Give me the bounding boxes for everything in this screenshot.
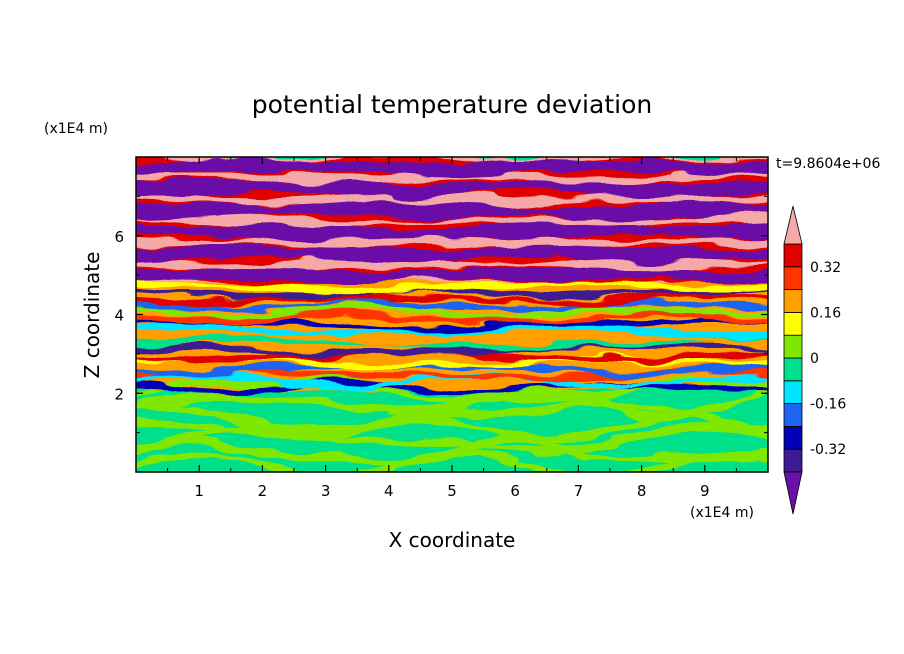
y-tick-label: 2 — [114, 385, 124, 403]
x-tick-labels: 1 2 3 4 5 6 7 8 9 — [194, 482, 709, 500]
contour-band — [136, 266, 768, 285]
colorbar-segment — [783, 243, 803, 268]
contour-band — [136, 334, 768, 352]
x-tick-label: 8 — [637, 482, 647, 500]
contour-band — [136, 434, 768, 468]
y-unit-label: (x1E4 m) — [44, 121, 108, 137]
colorbar — [783, 205, 803, 515]
colorbar-segment — [783, 380, 803, 404]
contour-band — [136, 362, 768, 377]
contour-layers — [136, 157, 768, 472]
colorbar-segment — [783, 266, 803, 290]
colorbar-under-arrow — [783, 471, 803, 515]
contour-band — [136, 367, 768, 382]
colorbar-segment — [783, 311, 803, 336]
colorbar-tick-label: 0.16 — [810, 305, 841, 321]
colorbar-segment — [783, 334, 803, 359]
contour-band — [136, 317, 768, 332]
contour-band — [136, 200, 768, 221]
chart-title: potential temperature deviation — [252, 90, 652, 119]
x-axis-label: X coordinate — [389, 528, 516, 552]
contour-band — [136, 388, 768, 422]
contour-band — [136, 348, 768, 364]
contour-band — [136, 157, 768, 177]
colorbar-segment — [783, 289, 803, 313]
x-tick-label: 4 — [384, 482, 394, 500]
x-tick-label: 3 — [321, 482, 331, 500]
colorbar-segment — [783, 425, 803, 450]
contour-band — [136, 290, 768, 307]
x-tick-label: 5 — [447, 482, 457, 500]
contour-band — [136, 286, 768, 301]
y-tick-label: 6 — [114, 228, 124, 246]
contour-band — [136, 303, 768, 319]
y-tick-labels: 2 4 6 — [114, 228, 124, 404]
contour-band — [136, 222, 768, 240]
y-tick-label: 4 — [114, 307, 124, 325]
colorbar-segment — [783, 403, 803, 427]
contour-band — [136, 278, 768, 295]
x-tick-label: 1 — [194, 482, 204, 500]
time-label: t=9.8604e+06 — [776, 156, 880, 172]
colorbar-labels: 0.32 0.16 0 -0.16 -0.32 — [810, 260, 846, 458]
colorbar-tick-label: 0 — [810, 351, 819, 367]
colorbar-over-arrow — [783, 205, 803, 245]
colorbar-tick-label: -0.32 — [810, 442, 846, 458]
colorbar-segment — [783, 357, 803, 382]
contour-band — [136, 373, 768, 390]
axis-ticks — [136, 157, 768, 472]
colorbar-tick-label: -0.16 — [810, 397, 846, 413]
x-tick-label: 6 — [510, 482, 520, 500]
y-axis-label: Z coordinate — [80, 252, 104, 379]
x-tick-label: 2 — [258, 482, 268, 500]
x-unit-label: (x1E4 m) — [690, 505, 754, 521]
x-tick-label: 9 — [700, 482, 710, 500]
plot-area — [135, 156, 769, 473]
colorbar-tick-label: 0.32 — [810, 260, 841, 276]
x-tick-label: 7 — [574, 482, 584, 500]
contour-band — [136, 245, 768, 264]
contour-band — [136, 181, 768, 199]
contour-band — [136, 411, 768, 444]
contour-band — [136, 379, 768, 395]
colorbar-segment — [783, 448, 803, 473]
